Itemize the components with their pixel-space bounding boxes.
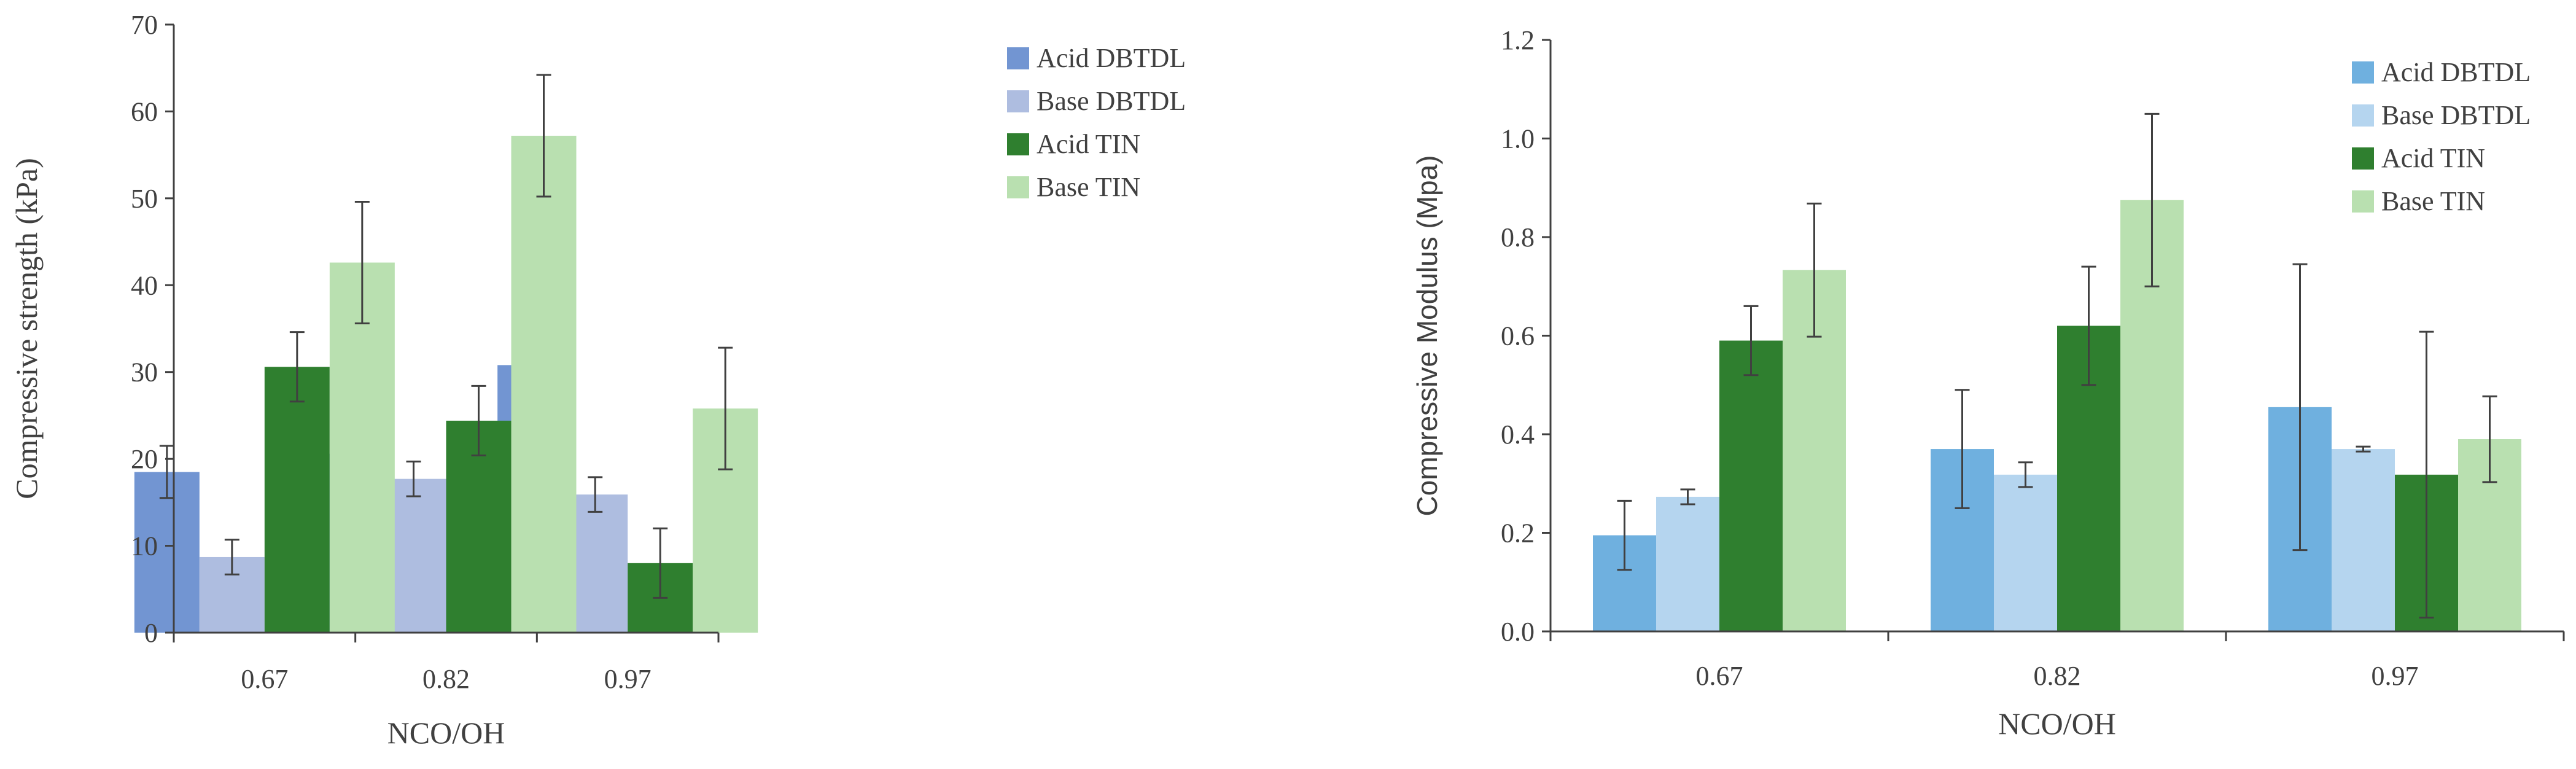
legend-swatch	[2352, 104, 2374, 127]
bar-base-dbtdl-0.82	[1994, 474, 2057, 631]
y-tick-label: 0	[144, 618, 158, 648]
error-bar	[2081, 265, 2096, 386]
error-bar	[1955, 389, 1970, 509]
y-tick-label: 20	[131, 444, 158, 474]
error-bar	[2018, 461, 2033, 488]
x-axis-title: NCO/OH	[1998, 706, 2116, 741]
y-tick-label: 40	[131, 270, 158, 300]
legend-label: Base DBTDL	[1037, 86, 1186, 116]
legend-label: Acid TIN	[2381, 143, 2485, 173]
legend-swatch	[1007, 90, 1029, 112]
bar-acid-tin-0.67	[1719, 340, 1783, 631]
y-axis-title: Compressive Modulus (Mpa)	[1411, 155, 1443, 517]
bar-base-dbtdl-0.97	[2332, 449, 2395, 631]
legend-label: Base TIN	[1037, 172, 1140, 202]
legend-label: Acid TIN	[1037, 129, 1140, 159]
y-tick-label: 10	[131, 531, 158, 561]
error-bar	[406, 460, 421, 498]
x-tick-label: 0.97	[2372, 661, 2419, 691]
x-tick-label: 0.82	[2034, 661, 2081, 691]
error-bar	[1617, 499, 1632, 571]
x-tick-label: 0.67	[241, 664, 288, 694]
y-tick-label: 1.2	[1501, 25, 1535, 55]
error-bar	[2419, 330, 2434, 619]
legend-label: Acid DBTDL	[1037, 43, 1186, 73]
y-tick-label: 50	[131, 184, 158, 214]
legend-swatch	[2352, 147, 2374, 170]
legend-swatch	[1007, 176, 1029, 198]
error-bar	[1807, 202, 1822, 338]
y-tick-label: 0.0	[1501, 617, 1535, 647]
legend: Acid DBTDL Base DBTDL Acid TIN Base TIN	[2352, 57, 2531, 216]
y-tick-label: 0.2	[1501, 518, 1535, 548]
legend-label: Base DBTDL	[2381, 100, 2531, 130]
error-bar	[1680, 488, 1695, 506]
error-bar	[354, 201, 370, 325]
legend-swatch	[1007, 47, 1029, 69]
bar-acid-tin-0.67	[264, 367, 330, 633]
legend-swatch	[2352, 190, 2374, 213]
x-tick-label: 0.82	[422, 664, 470, 694]
x-axis-title: NCO/OH	[387, 716, 505, 750]
y-tick-label: 1.0	[1501, 124, 1535, 154]
y-tick-label: 0.8	[1501, 222, 1535, 252]
error-bar	[289, 331, 305, 403]
legend: Acid DBTDL Base DBTDL Acid TIN Base TIN	[1007, 43, 1186, 202]
error-bar	[1743, 305, 1759, 377]
error-bar	[2482, 395, 2497, 483]
y-axis-title: Compressive strength (kPa)	[9, 158, 44, 499]
x-tick-label: 0.67	[1696, 661, 1743, 691]
error-bar	[159, 445, 174, 499]
error-bar	[471, 384, 486, 456]
y-tick-label: 30	[131, 357, 158, 388]
y-tick-label: 0.6	[1501, 321, 1535, 351]
chart-panel-2: 0.0 0.2 0.4 0.6 0.8 1.0 1.2 0.67 0.82 0.97 NCO/OH C…	[1411, 25, 2565, 741]
x-tick-label: 0.97	[604, 664, 652, 694]
bar-base-tin-0.82	[511, 136, 577, 633]
error-bar	[536, 74, 551, 198]
legend-swatch	[2352, 61, 2374, 84]
error-bar	[2356, 445, 2371, 453]
error-bar	[718, 346, 733, 470]
legend-label: Acid DBTDL	[2381, 57, 2531, 87]
y-tick-label: 0.4	[1501, 420, 1535, 450]
chart-panel-1: 0 10 20 30 40 50 60 70 0.67 0.82 0.97 NCO/OH Compres…	[9, 10, 1186, 750]
error-bar	[588, 476, 603, 513]
legend-swatch	[1007, 133, 1029, 155]
error-bar	[653, 527, 668, 599]
error-bar	[2144, 112, 2160, 287]
y-tick-label: 60	[131, 96, 158, 127]
y-tick-label: 70	[131, 10, 158, 40]
legend-label: Base TIN	[2381, 186, 2485, 216]
error-bar	[224, 539, 239, 576]
bar-base-dbtdl-0.67	[1656, 496, 1719, 631]
error-bar	[2292, 263, 2308, 552]
